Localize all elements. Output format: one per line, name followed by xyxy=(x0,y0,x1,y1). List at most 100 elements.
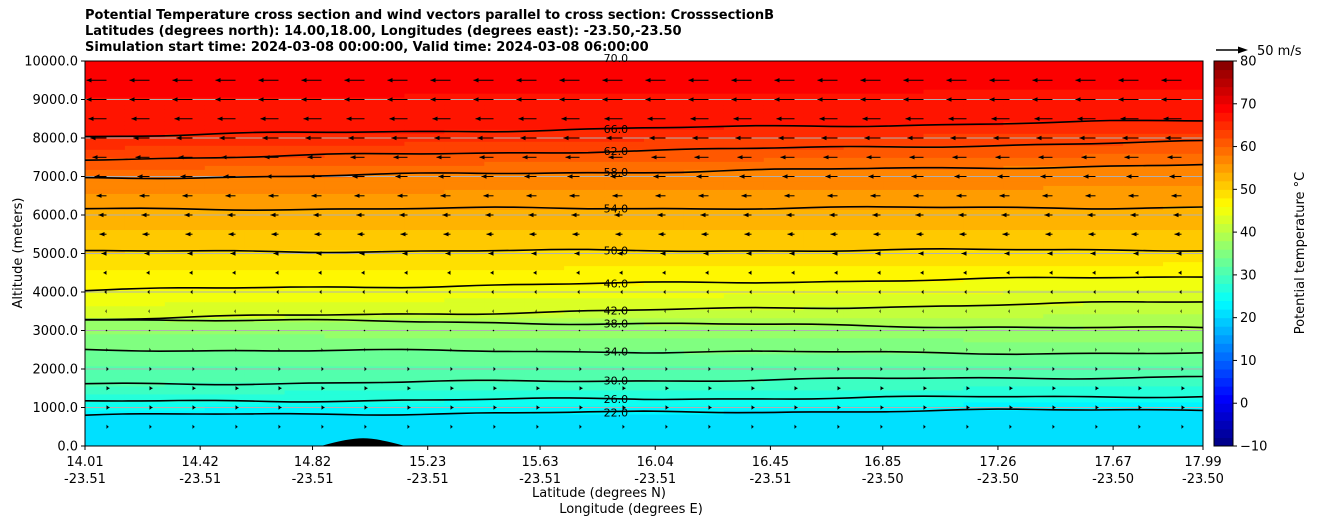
field-cell xyxy=(444,101,485,106)
x-tick-label-lat: 16.85 xyxy=(864,455,901,470)
field-cell xyxy=(1043,209,1084,214)
wind-arrowhead xyxy=(1163,116,1169,121)
field-cell xyxy=(364,185,406,190)
field-cell xyxy=(1003,165,1044,170)
field-cell xyxy=(164,333,206,339)
wind-arrowhead xyxy=(776,116,782,121)
field-cell xyxy=(1163,325,1203,331)
field-cell xyxy=(843,189,885,194)
wind-arrowhead xyxy=(264,155,270,160)
field-cell xyxy=(244,85,286,90)
wind-arrowhead xyxy=(364,424,367,429)
field-cell xyxy=(1043,361,1084,367)
field-cell xyxy=(284,113,326,118)
field-cell xyxy=(1123,145,1164,150)
field-cell xyxy=(883,413,925,419)
field-cell xyxy=(763,265,805,271)
field-cell xyxy=(604,257,645,263)
field-cell xyxy=(564,269,605,275)
field-cell xyxy=(244,141,286,146)
field-cell xyxy=(843,401,885,407)
field-cell xyxy=(324,105,366,110)
field-cell xyxy=(284,349,326,355)
field-cell xyxy=(1163,433,1203,439)
field-cell xyxy=(364,377,406,383)
field-cell xyxy=(324,361,366,367)
field-cell xyxy=(284,333,326,339)
field-cell xyxy=(124,153,166,158)
field-cell xyxy=(803,401,845,407)
field-cell xyxy=(843,81,885,86)
field-cell xyxy=(883,345,925,351)
wind-arrowhead xyxy=(311,193,317,198)
field-cell xyxy=(284,321,326,327)
wind-arrowhead xyxy=(258,97,264,102)
wind-arrowhead xyxy=(997,174,1003,179)
field-cell xyxy=(923,313,965,319)
field-cell xyxy=(763,437,805,443)
field-cell xyxy=(963,69,1004,74)
field-cell xyxy=(1163,177,1203,182)
field-cell xyxy=(244,157,286,162)
field-cell xyxy=(604,373,645,379)
wind-arrowhead xyxy=(215,97,221,102)
wind-arrowhead xyxy=(1138,424,1141,429)
field-cell xyxy=(723,137,765,142)
field-cell xyxy=(723,325,765,331)
field-cell xyxy=(644,325,685,331)
field-cell xyxy=(484,213,525,219)
field-cell xyxy=(843,297,885,303)
field-cell xyxy=(484,357,525,363)
wind-arrowhead xyxy=(172,78,178,83)
field-cell xyxy=(1163,109,1203,114)
field-cell xyxy=(164,121,206,126)
field-cell xyxy=(963,425,1004,431)
field-cell xyxy=(1163,89,1203,94)
field-cell xyxy=(204,197,246,202)
field-cell xyxy=(604,81,645,86)
field-cell xyxy=(923,201,965,206)
field-cell xyxy=(164,169,206,174)
field-cell xyxy=(564,209,605,214)
field-cell xyxy=(164,105,206,110)
field-cell xyxy=(204,221,246,227)
field-cell xyxy=(883,401,925,407)
field-cell xyxy=(1043,89,1084,94)
field-cell xyxy=(644,253,685,259)
field-cell xyxy=(803,265,845,271)
field-cell xyxy=(644,245,685,251)
field-cell xyxy=(524,333,565,339)
field-cell xyxy=(1163,193,1203,198)
field-cell xyxy=(963,301,1004,307)
field-cell xyxy=(164,373,206,379)
field-cell xyxy=(564,197,605,202)
wind-arrowhead xyxy=(995,155,1001,160)
field-cell xyxy=(644,353,685,359)
colorbar-band xyxy=(1214,95,1233,105)
wind-arrowhead xyxy=(1095,424,1098,429)
field-cell xyxy=(963,417,1004,423)
field-cell xyxy=(644,305,685,311)
field-cell xyxy=(1163,141,1203,146)
field-cell xyxy=(923,113,965,118)
field-cell xyxy=(843,393,885,399)
field-cell xyxy=(244,253,286,259)
colorbar-band xyxy=(1214,326,1233,336)
field-cell xyxy=(883,181,925,186)
wind-arrowhead xyxy=(436,155,442,160)
wind-arrowhead xyxy=(989,78,995,83)
field-cell xyxy=(644,425,685,431)
field-cell xyxy=(963,101,1004,106)
wind-arrowhead xyxy=(561,116,567,121)
field-cell xyxy=(444,353,485,359)
field-cell xyxy=(883,217,925,223)
field-cell xyxy=(244,193,286,198)
field-cell xyxy=(723,89,765,94)
field-cell xyxy=(723,373,765,379)
field-cell xyxy=(644,313,685,319)
field-cell xyxy=(1043,429,1084,435)
field-cell xyxy=(1003,105,1044,110)
field-cell xyxy=(404,73,445,78)
field-cell xyxy=(204,365,246,371)
field-cell xyxy=(723,153,765,158)
